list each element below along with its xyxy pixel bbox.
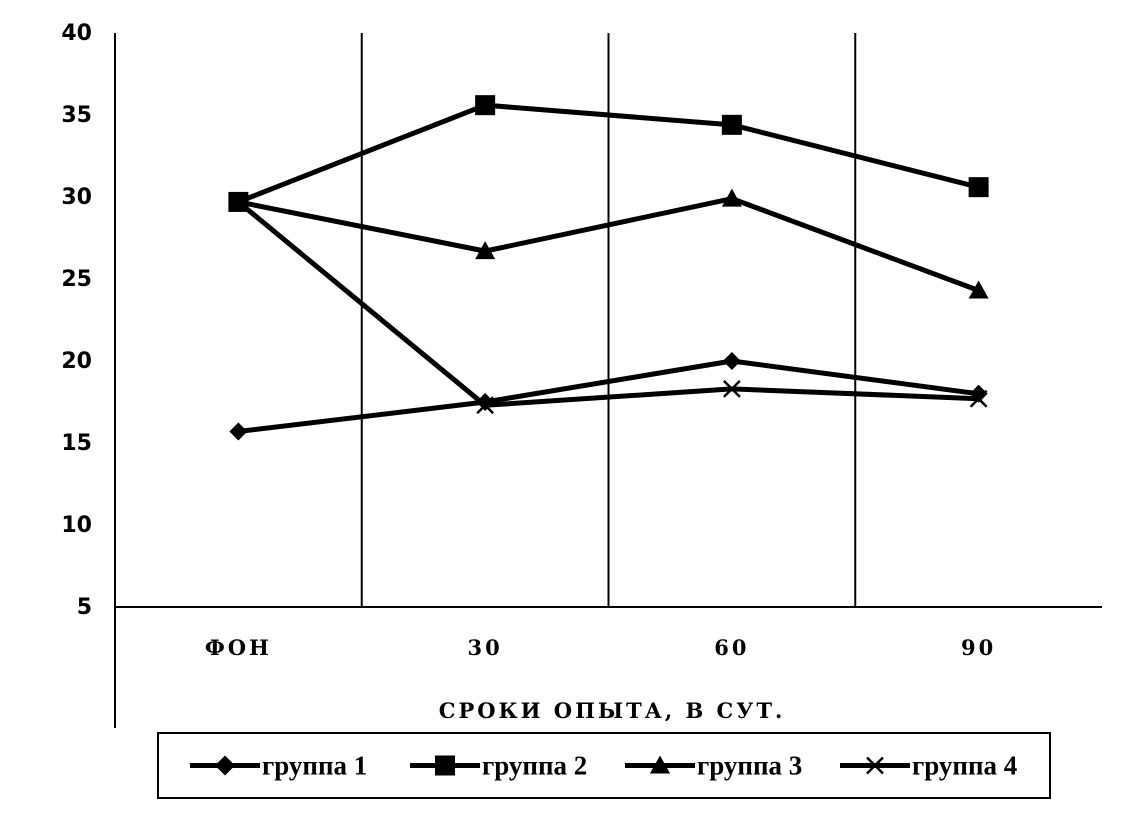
series-line [236,199,979,408]
data-point-diamond [722,352,741,370]
y-tick-label: 15 [61,431,92,456]
y-tick-label: 40 [61,21,92,46]
y-tick-label: 5 [77,595,92,620]
x-axis-label: СРОКИ ОПЫТА, В СУТ. [439,698,786,723]
grid-layer [360,33,857,607]
data-point-x [229,193,248,211]
x-tick-label: 30 [468,635,503,660]
y-tick-labels: 5 10 15 20 25 30 35 40 [61,21,92,620]
data-point-triangle [650,755,670,774]
legend-item: группа 3 [625,751,802,781]
series-line [238,358,979,435]
y-tick-label: 25 [61,267,92,292]
x-tick-label: ФОН [205,635,272,660]
legend-label: группа 3 [697,751,802,781]
series-4 [229,193,988,415]
data-point-square [721,114,742,135]
data-point-x [722,379,741,398]
data-point-triangle [968,280,989,299]
x-tick-label: 90 [961,635,996,660]
series-layer [228,95,989,441]
x-tick-label: 60 [714,635,749,660]
legend-item: группа 4 [840,751,1017,781]
data-point-x [969,389,988,408]
data-point-x [476,396,495,415]
y-tick-label: 30 [61,185,92,210]
y-tick-label: 20 [61,349,92,374]
data-point-diamond [215,755,235,776]
legend-item: группа 2 [410,751,587,781]
y-tick-label: 10 [61,513,92,538]
data-point-triangle [721,188,742,207]
data-point-x [866,756,884,775]
data-point-square [475,95,496,116]
data-point-diamond [229,422,248,441]
data-point-square [435,755,455,776]
legend-item: группа 1 [190,751,367,781]
legend-label: группа 4 [912,751,1017,781]
legend-label: группа 1 [262,751,367,781]
axes [114,33,1102,728]
data-point-square [968,177,989,198]
y-tick-label: 35 [61,103,92,128]
x-tick-labels: ФОН 30 60 90 [205,635,996,660]
series-line [237,196,980,293]
legend-label: группа 2 [482,751,587,781]
series-1 [229,352,988,441]
data-point-triangle [475,241,496,260]
series-line [237,102,980,205]
legend: группа 1 группа 2 группа 3 группа 4 [157,732,1051,799]
